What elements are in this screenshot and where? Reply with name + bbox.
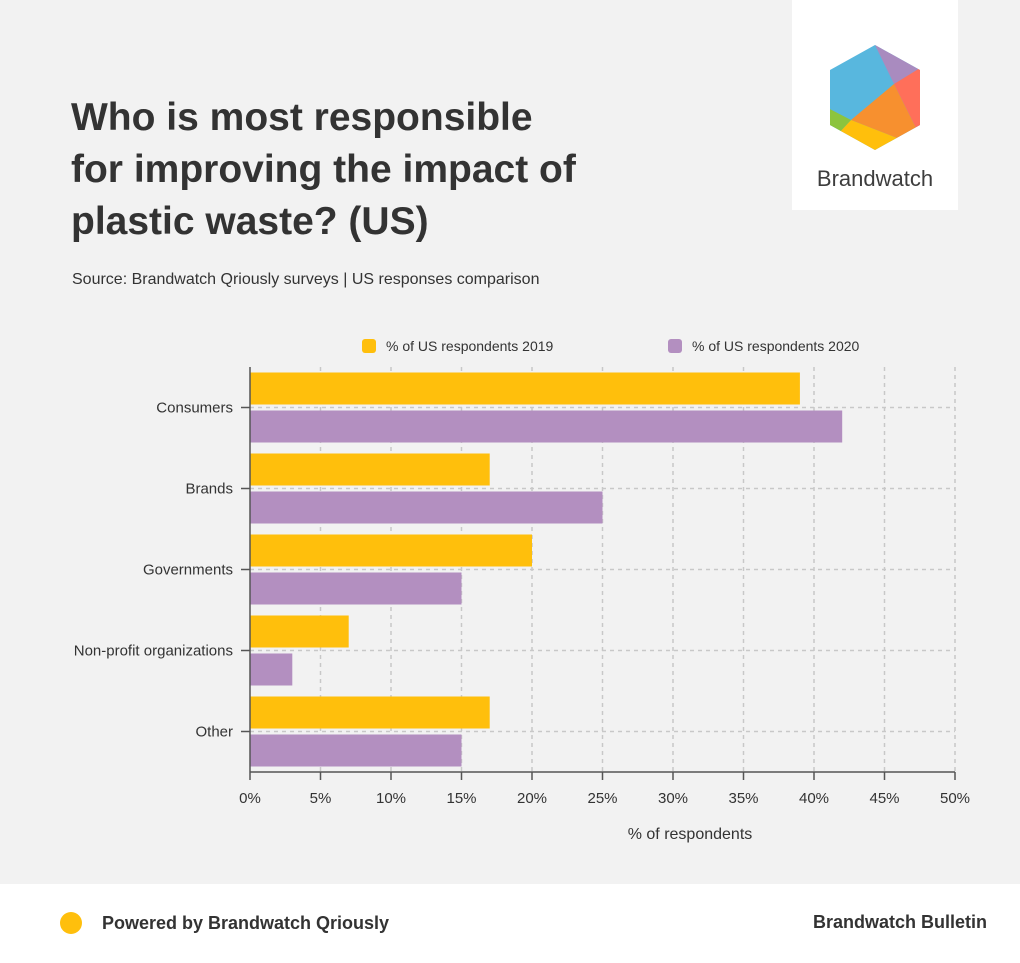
legend-label-2019: % of US respondents 2019 xyxy=(386,338,554,354)
footer-powered-by: Powered by Brandwatch Qriously xyxy=(102,913,390,933)
chart-legend: % of US respondents 2019 % of US respond… xyxy=(362,338,860,354)
x-tick-label: 10% xyxy=(376,790,406,807)
x-tick-label: 15% xyxy=(446,790,476,807)
bar-2020 xyxy=(250,734,462,767)
bar-2019 xyxy=(250,453,490,486)
bar-2019 xyxy=(250,696,490,729)
legend-swatch-2020 xyxy=(668,339,682,353)
chart-source: Source: Brandwatch Qriously surveys | US… xyxy=(72,271,540,288)
bar-2020 xyxy=(250,572,462,605)
chart-title: Who is most responsible for improving th… xyxy=(71,96,576,243)
bar-2020 xyxy=(250,491,603,524)
brandwatch-logo: Brandwatch xyxy=(792,0,958,210)
logo-text: Brandwatch xyxy=(816,166,934,191)
bar-2020 xyxy=(250,653,293,686)
bar-2019 xyxy=(250,372,800,405)
y-tick-label: Governments xyxy=(143,562,233,579)
y-tick-label: Consumers xyxy=(156,400,233,417)
y-tick-label: Brands xyxy=(185,481,233,498)
x-tick-label: 30% xyxy=(658,790,688,807)
bar-2019 xyxy=(250,615,349,648)
x-tick-label: 20% xyxy=(517,790,547,807)
x-tick-label: 45% xyxy=(869,790,899,807)
x-tick-label: 35% xyxy=(728,790,758,807)
x-tick-label: 40% xyxy=(799,790,829,807)
brandwatch-hexagon-logo-icon xyxy=(830,45,920,150)
footer-brand: Brandwatch Bulletin xyxy=(812,912,987,932)
x-tick-label: 50% xyxy=(940,790,970,807)
footer-dot-icon xyxy=(60,912,82,934)
bar-2020 xyxy=(250,410,843,443)
x-axis-label: % of respondents xyxy=(628,826,753,843)
footer: Powered by Brandwatch Qriously Brandwatc… xyxy=(0,884,1020,963)
x-tick-label: 0% xyxy=(239,790,261,807)
y-tick-label: Non-profit organizations xyxy=(74,643,233,660)
legend-label-2020: % of US respondents 2020 xyxy=(692,338,860,354)
x-tick-label: 25% xyxy=(587,790,617,807)
bar-2019 xyxy=(250,534,532,567)
bar-chart: % of US respondents 2019 % of US respond… xyxy=(74,338,970,843)
x-tick-label: 5% xyxy=(310,790,332,807)
legend-swatch-2019 xyxy=(362,339,376,353)
y-tick-label: Other xyxy=(195,724,233,741)
